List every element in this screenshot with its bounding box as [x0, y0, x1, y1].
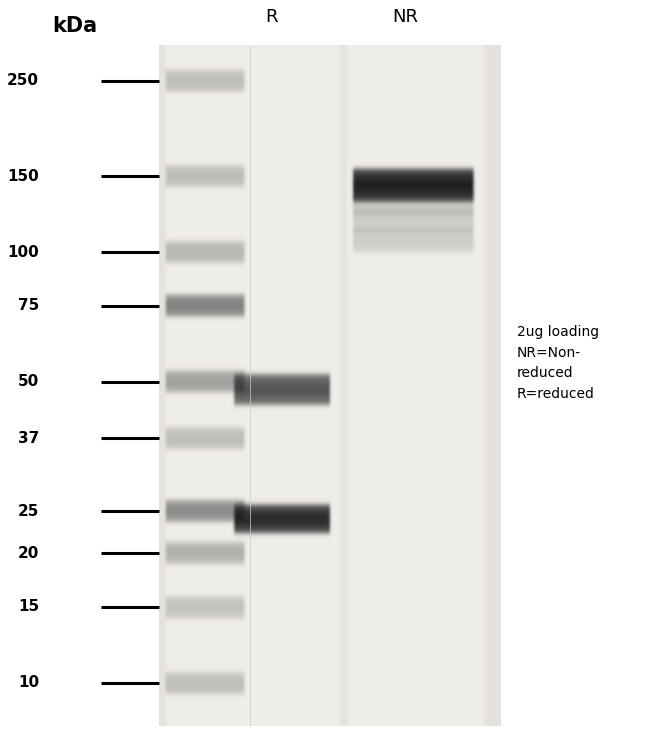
Text: 100: 100	[7, 244, 39, 259]
Text: kDa: kDa	[52, 17, 98, 36]
Text: 2ug loading
NR=Non-
reduced
R=reduced: 2ug loading NR=Non- reduced R=reduced	[517, 325, 599, 401]
Text: R: R	[266, 8, 278, 26]
Text: 75: 75	[18, 299, 39, 314]
Text: 250: 250	[7, 73, 39, 88]
Text: 25: 25	[18, 503, 39, 519]
Text: NR: NR	[392, 8, 418, 26]
Text: 15: 15	[18, 600, 39, 615]
FancyBboxPatch shape	[0, 0, 159, 756]
Text: 10: 10	[18, 675, 39, 690]
Text: 20: 20	[18, 546, 39, 560]
Text: 150: 150	[7, 169, 39, 184]
Text: 37: 37	[18, 430, 39, 445]
Text: 50: 50	[18, 374, 39, 389]
